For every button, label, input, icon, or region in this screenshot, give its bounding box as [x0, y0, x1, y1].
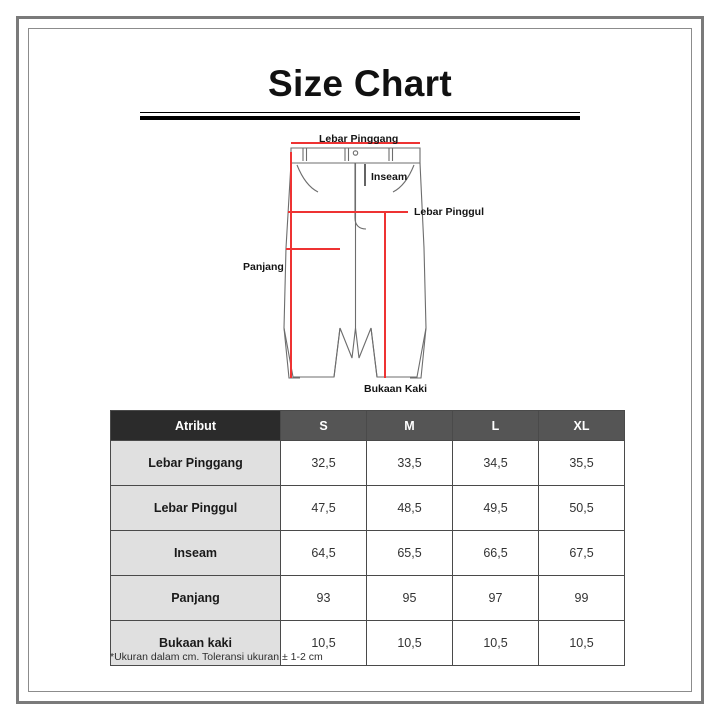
- size-table-body: Lebar Pinggang 32,5 33,5 34,5 35,5 Lebar…: [110, 440, 625, 666]
- column-header-s: S: [280, 410, 367, 441]
- table-row: Bukaan kaki 10,5 10,5 10,5 10,5: [110, 620, 625, 666]
- page-title: Size Chart: [268, 63, 452, 104]
- table-row: Lebar Pinggang 32,5 33,5 34,5 35,5: [110, 440, 625, 486]
- decorative-inner-frame: [28, 28, 692, 692]
- title-rule-thick: [140, 116, 580, 120]
- label-inseam: Inseam: [371, 171, 408, 183]
- row-label: Panjang: [110, 575, 281, 621]
- cell-value: 47,5: [280, 485, 367, 531]
- column-header-atribut: Atribut: [110, 410, 281, 441]
- cell-value: 34,5: [452, 440, 539, 486]
- cell-value: 99: [538, 575, 625, 621]
- table-row: Panjang 93 95 97 99: [110, 575, 625, 621]
- cell-value: 10,5: [366, 620, 453, 666]
- size-table-head: Atribut S M L XL: [110, 410, 625, 441]
- row-label: Lebar Pinggang: [110, 440, 281, 486]
- cell-value: 65,5: [366, 530, 453, 576]
- label-lebar-pinggang: Lebar Pinggang: [319, 133, 399, 145]
- label-lebar-pinggul: Lebar Pinggul: [414, 206, 485, 218]
- column-header-l: L: [452, 410, 539, 441]
- cell-value: 93: [280, 575, 367, 621]
- column-header-m: M: [366, 410, 453, 441]
- cell-value: 35,5: [538, 440, 625, 486]
- row-label: Inseam: [110, 530, 281, 576]
- row-label: Lebar Pinggul: [110, 485, 281, 531]
- cell-value: 67,5: [538, 530, 625, 576]
- size-table: Atribut S M L XL Lebar Pinggang 32,5 33,…: [110, 410, 625, 666]
- title-rule-thin: [140, 112, 580, 113]
- cell-value: 64,5: [280, 530, 367, 576]
- size-table-wrapper: Atribut S M L XL Lebar Pinggang 32,5 33,…: [110, 410, 625, 666]
- cell-value: 10,5: [538, 620, 625, 666]
- label-panjang: Panjang: [243, 261, 284, 273]
- cell-value: 50,5: [538, 485, 625, 531]
- cell-value: 49,5: [452, 485, 539, 531]
- trousers-illustration: [283, 142, 427, 379]
- cell-value: 97: [452, 575, 539, 621]
- column-header-xl: XL: [538, 410, 625, 441]
- cell-value: 66,5: [452, 530, 539, 576]
- cell-value: 10,5: [452, 620, 539, 666]
- measurement-lines: [286, 142, 420, 378]
- trousers-diagram: Lebar Pinggang Inseam Lebar Pinggul Panj…: [0, 128, 720, 403]
- cell-value: 95: [366, 575, 453, 621]
- decorative-outer-frame: [16, 16, 704, 704]
- row-label: Bukaan kaki: [110, 620, 281, 666]
- cell-value: 10,5: [280, 620, 367, 666]
- cell-value: 32,5: [280, 440, 367, 486]
- label-bukaan-kaki: Bukaan Kaki: [364, 383, 428, 395]
- cell-value: 33,5: [366, 440, 453, 486]
- cell-value: 48,5: [366, 485, 453, 531]
- table-row: Lebar Pinggul 47,5 48,5 49,5 50,5: [110, 485, 625, 531]
- table-header-row: Atribut S M L XL: [110, 410, 625, 441]
- table-row: Inseam 64,5 65,5 66,5 67,5: [110, 530, 625, 576]
- measurement-footnote: *Ukuran dalam cm. Toleransi ukuran ± 1-2…: [110, 651, 323, 663]
